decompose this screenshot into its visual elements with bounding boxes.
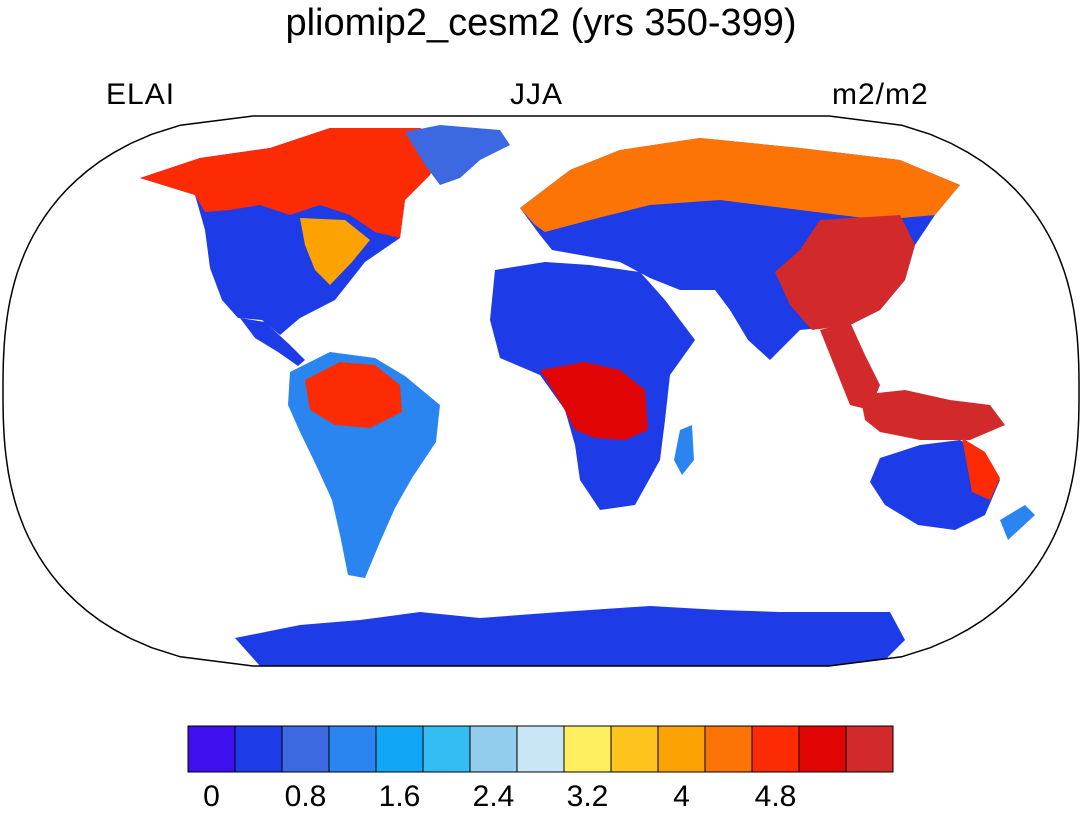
colorbar-box: [657, 725, 706, 773]
colorbar-tick-label: 2.4: [472, 780, 515, 813]
colorbar-box: [610, 725, 659, 773]
landmass-amazon-forest: [305, 362, 402, 428]
colorbar-box: [234, 725, 283, 773]
variable-label: ELAI: [106, 78, 176, 111]
colorbar-box: [516, 725, 565, 773]
colorbar-box: [187, 725, 236, 773]
landmass-north-america-east-forest: [300, 218, 370, 285]
landmass-indochina: [820, 322, 880, 410]
colorbar-box: [375, 725, 424, 773]
landmass-north-america-boreal: [140, 128, 445, 238]
colorbar-tick-label: 1.6: [378, 780, 421, 813]
colorbar-box: [328, 725, 377, 773]
colorbar-box: [704, 725, 753, 773]
colorbar-tick-label: 0.8: [284, 780, 327, 813]
landmass-central-america: [240, 318, 305, 366]
landmass-australia-east-coast: [962, 438, 1000, 500]
world-map: [2, 115, 1080, 667]
colorbar-box: [751, 725, 800, 773]
season-label: JJA: [510, 78, 564, 111]
landmass-maritime-asia: [860, 390, 1005, 440]
landmass-madagascar: [674, 425, 694, 475]
colorbar-tick-label: 4: [673, 780, 690, 813]
colorbar: [187, 725, 894, 773]
landmass-africa-rainforest: [540, 362, 648, 440]
landmass-greenland: [405, 125, 510, 185]
landmass-antarctica: [235, 606, 905, 666]
colorbar-box: [563, 725, 612, 773]
globe-outline: [2, 115, 1080, 667]
map-title: pliomip2_cesm2 (yrs 350-399): [285, 2, 797, 44]
colorbar-box: [798, 725, 847, 773]
colorbar-tick-label: 3.2: [566, 780, 609, 813]
colorbar-tick-labels: 0 0.8 1.6 2.4 3.2 4 4.8: [0, 782, 1082, 812]
landmass-eurasia-boreal: [520, 138, 960, 232]
landmass-new-zealand: [1000, 505, 1035, 540]
colorbar-tick-label: 0: [203, 780, 220, 813]
colorbar-box: [845, 725, 894, 773]
colorbar-tick-label: 4.8: [754, 780, 797, 813]
landmass-east-asia-forest: [775, 215, 915, 330]
colorbar-box: [469, 725, 518, 773]
colorbar-box: [422, 725, 471, 773]
units-label: m2/m2: [832, 78, 929, 111]
colorbar-box: [281, 725, 330, 773]
